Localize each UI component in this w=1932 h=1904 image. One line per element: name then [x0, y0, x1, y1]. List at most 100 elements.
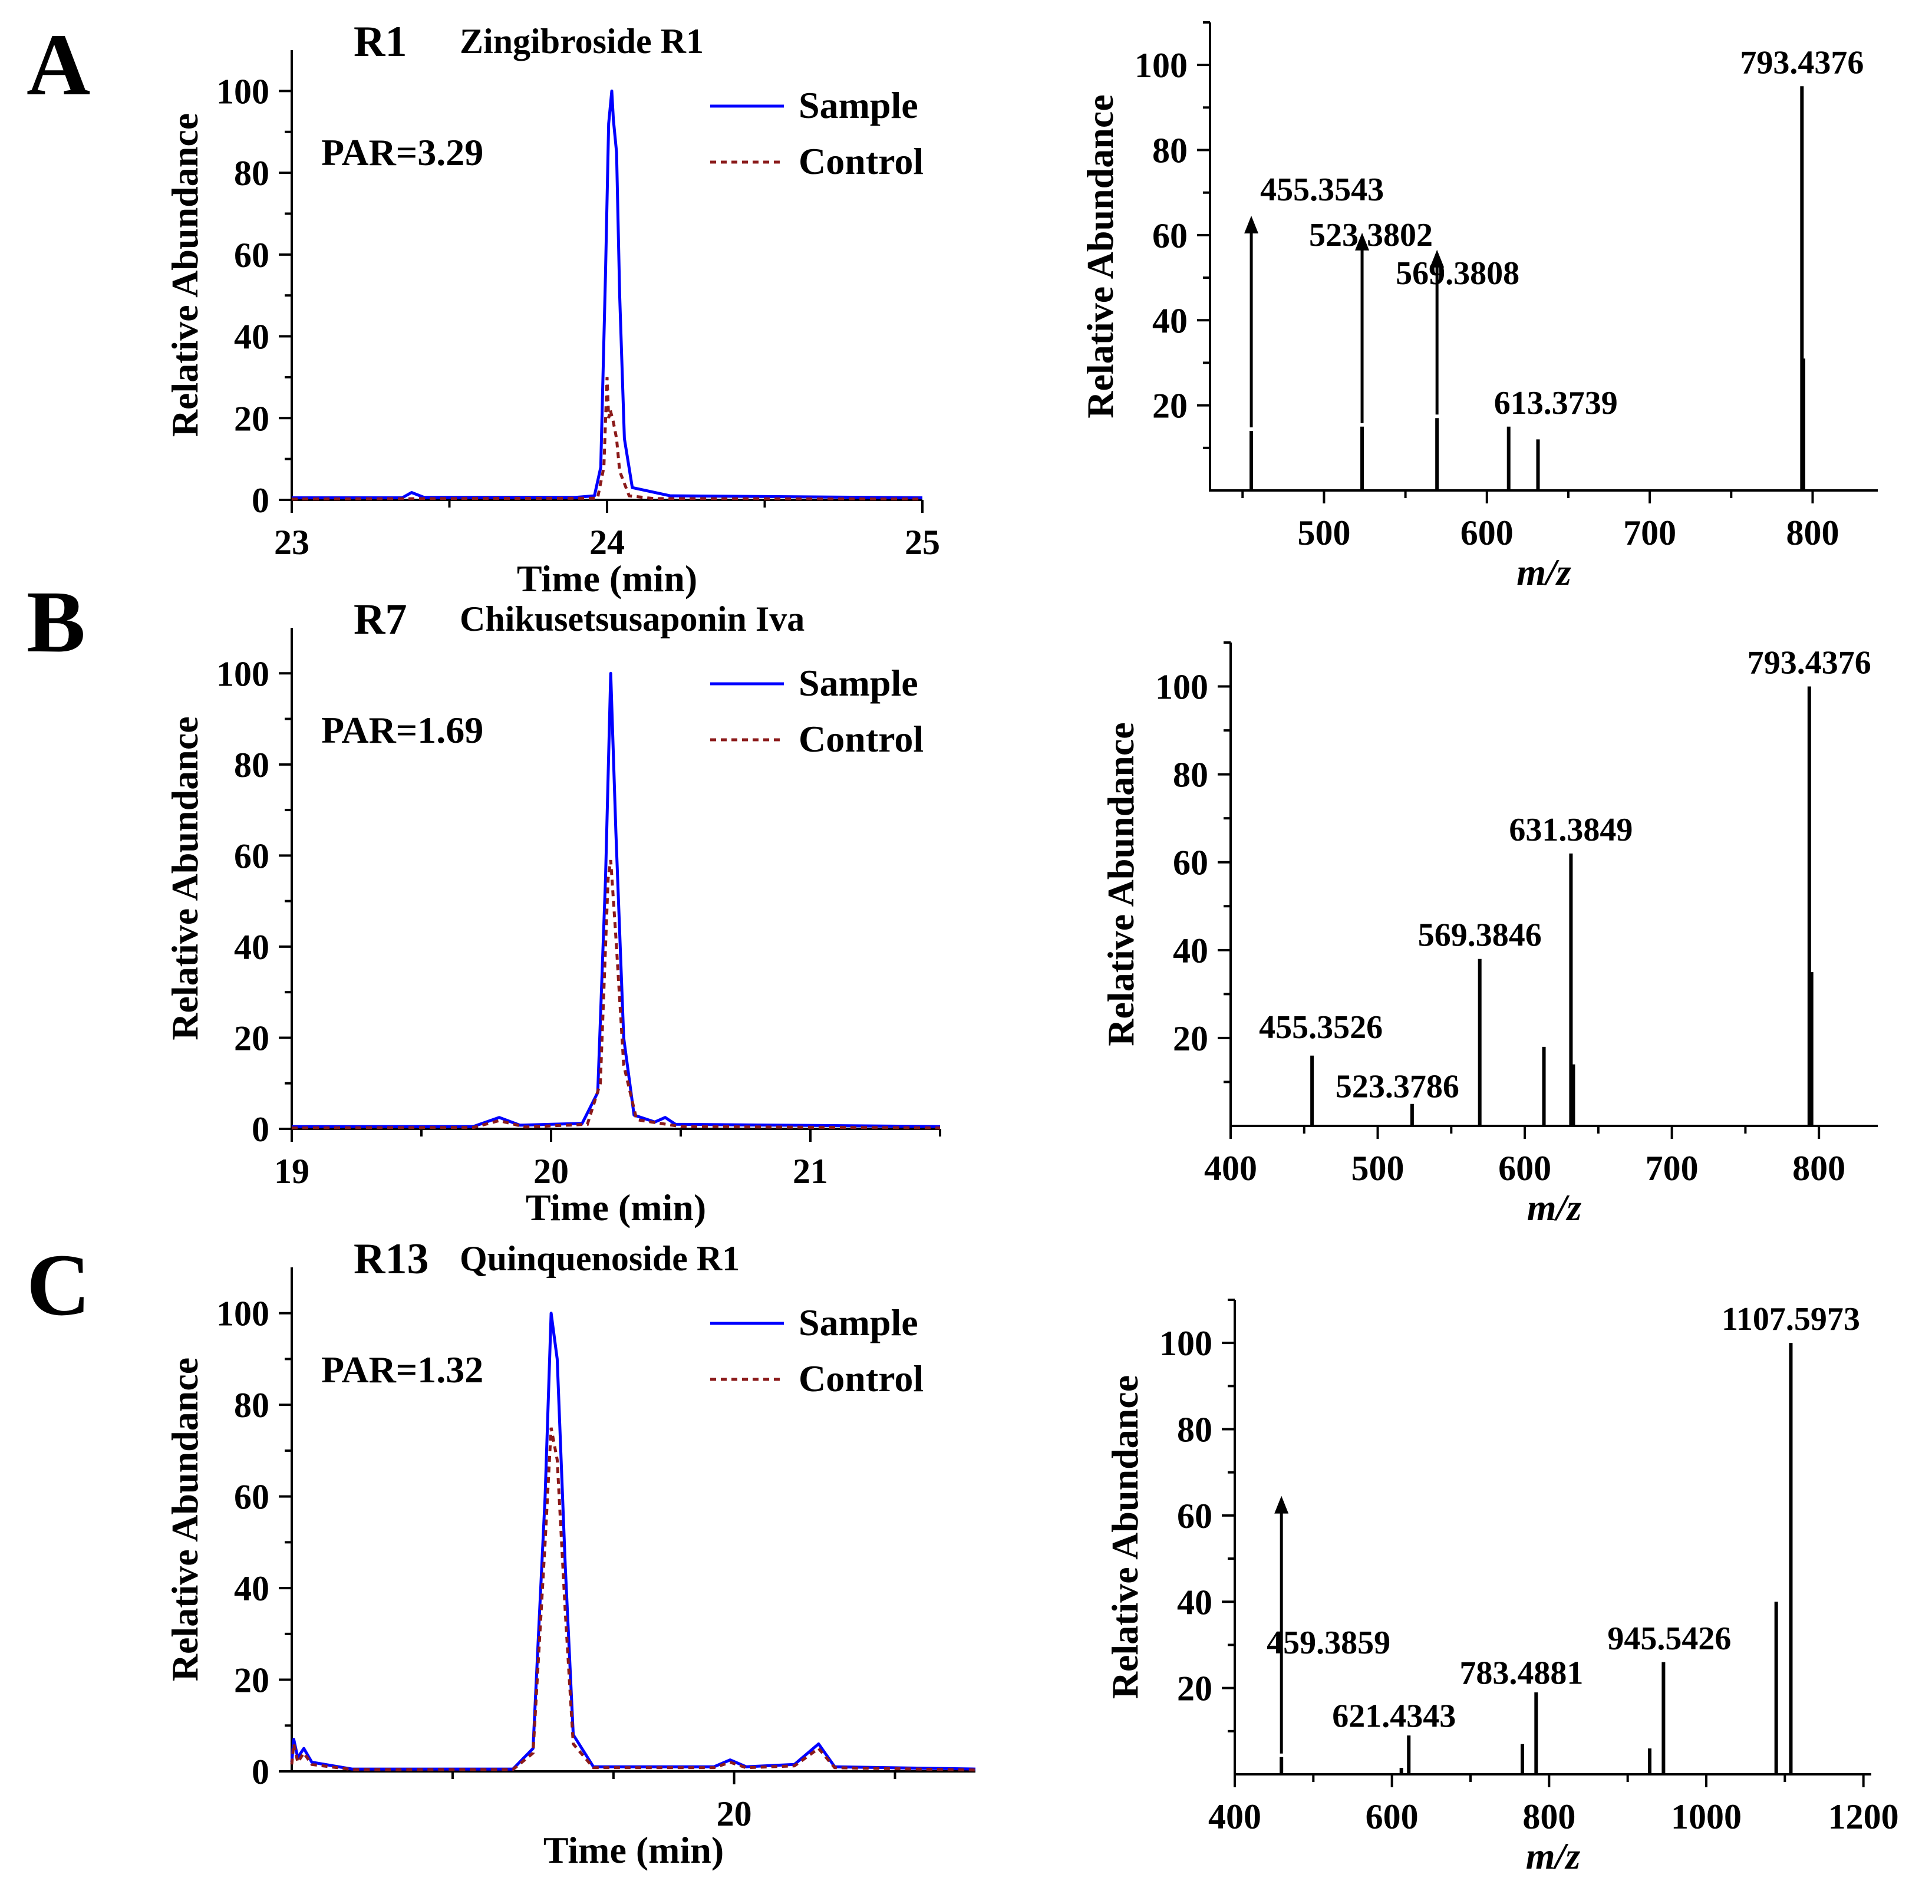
- x-tick-label: 1200: [1828, 1797, 1899, 1836]
- x-axis-label: Time (min): [517, 558, 697, 599]
- y-tick-label: 40: [1152, 301, 1188, 340]
- x-tick-label: 800: [1522, 1797, 1575, 1836]
- ms-peak-label: 455.3543: [1260, 172, 1384, 208]
- ms-peak-label: 621.4343: [1332, 1698, 1456, 1735]
- legend-sample-label: Sample: [799, 662, 918, 704]
- panel-c: C 0 20 40 60 80 100 20 Relative Abundance Time (m…: [27, 1235, 1899, 1877]
- ms-peak-label: 783.4881: [1459, 1655, 1583, 1691]
- ms-peak-label: 631.3849: [1509, 812, 1633, 848]
- ms-peak-label: 523.3802: [1309, 217, 1433, 253]
- y-tick-label: 0: [252, 1110, 269, 1149]
- x-tick-label: 19: [274, 1152, 309, 1191]
- par-value: PAR=1.69: [321, 709, 483, 751]
- y-tick-label: 60: [234, 836, 269, 875]
- chromatogram: 0 20 40 60 80 100 20 Relative Abundance Time (mi…: [164, 1235, 976, 1871]
- x-tick-label: 20: [533, 1152, 569, 1191]
- legend-control-label: Control: [799, 1358, 924, 1399]
- y-tick-label: 0: [252, 481, 269, 520]
- par-value: PAR=1.32: [321, 1349, 483, 1391]
- compound-name: Zingibroside R1: [460, 22, 704, 61]
- y-tick-label: 60: [234, 1478, 269, 1517]
- y-tick-label: 100: [1135, 46, 1188, 85]
- legend-control-label: Control: [799, 718, 924, 760]
- compound-id: R13: [354, 1235, 428, 1283]
- y-tick-label: 40: [1173, 931, 1208, 970]
- legend-control-label: Control: [799, 140, 924, 182]
- y-axis-label: Relative Abundance: [1104, 1375, 1146, 1699]
- chromatogram: 0 20 40 60 80 100 19 20 21 Relative Abundance Time…: [164, 595, 941, 1228]
- chromatogram: 0 20 40 60 80 100 23 24 25 Relative Abundance Time…: [164, 18, 940, 599]
- y-tick-label: 100: [216, 1294, 269, 1333]
- x-tick-label: 23: [274, 523, 309, 562]
- x-tick-label: 800: [1792, 1149, 1845, 1188]
- ms-peak-label: 613.3739: [1494, 385, 1618, 421]
- y-tick-label: 20: [234, 399, 269, 438]
- y-axis-label: Relative Abundance: [164, 716, 206, 1040]
- panel-a: A 0 20 40 60 80 100 23 24 25 Relative Abundance Tim…: [27, 16, 1878, 599]
- ms-peak-label: 793.4376: [1740, 44, 1864, 81]
- y-tick-label: 100: [1159, 1324, 1212, 1363]
- y-tick-label: 60: [234, 236, 269, 275]
- x-axis-label: m/z: [1516, 551, 1571, 593]
- x-tick-label: 400: [1208, 1797, 1261, 1836]
- y-tick-label: 80: [234, 1386, 269, 1425]
- y-tick-label: 60: [1173, 844, 1208, 882]
- legend-sample-label: Sample: [799, 1302, 918, 1343]
- x-tick-label: 25: [905, 523, 940, 562]
- panel-letter: C: [27, 1236, 90, 1334]
- x-tick-label: 21: [793, 1152, 828, 1191]
- x-tick-label: 500: [1297, 513, 1350, 552]
- compound-name: Quinquenoside R1: [460, 1239, 740, 1278]
- y-tick-label: 20: [234, 1661, 269, 1700]
- sample-trace: [292, 89, 923, 499]
- ms-peak-arrowhead: [1274, 1495, 1289, 1514]
- y-axis-label: Relative Abundance: [164, 1358, 206, 1681]
- par-value: PAR=3.29: [321, 131, 483, 173]
- ms-peak-label: 459.3859: [1267, 1625, 1390, 1661]
- x-axis-label: Time (min): [543, 1829, 724, 1871]
- x-tick-label: 20: [717, 1794, 752, 1833]
- panel-letter: A: [27, 16, 90, 114]
- legend-sample-label: Sample: [799, 84, 918, 126]
- y-tick-label: 80: [234, 746, 269, 785]
- x-tick-label: 600: [1460, 513, 1514, 552]
- x-axis-label: Time (min): [526, 1187, 706, 1228]
- y-tick-label: 40: [1177, 1583, 1212, 1622]
- x-tick-label: 1000: [1671, 1797, 1742, 1836]
- x-tick-label: 600: [1366, 1797, 1419, 1836]
- y-tick-label: 20: [1177, 1669, 1212, 1708]
- x-tick-label: 24: [589, 523, 625, 562]
- ms-peak-label: 569.3808: [1396, 255, 1519, 292]
- y-tick-label: 80: [1152, 131, 1188, 170]
- y-tick-label: 20: [234, 1019, 269, 1058]
- control-trace: [291, 859, 941, 1129]
- sample-trace: [292, 671, 941, 1128]
- y-axis-label: Relative Abundance: [1100, 722, 1142, 1046]
- mass-spectrum: 20 40 60 80 100 500 600 700 800 Relative Abundanc…: [1079, 21, 1878, 593]
- x-axis-label: m/z: [1527, 1187, 1582, 1228]
- x-tick-label: 700: [1646, 1149, 1699, 1188]
- ms-peak-label: 793.4376: [1748, 645, 1871, 681]
- ms-peak-label: 569.3846: [1418, 917, 1542, 954]
- panel-letter: B: [27, 573, 85, 671]
- ms-peak-arrowhead: [1355, 232, 1370, 251]
- panel-b: B 0 20 40 60 80 100 19 20 21 Relative Abundance Tim…: [27, 573, 1878, 1228]
- x-tick-label: 500: [1351, 1149, 1405, 1188]
- y-tick-label: 40: [234, 318, 269, 357]
- x-tick-label: 800: [1786, 513, 1839, 552]
- y-tick-label: 100: [1155, 668, 1208, 707]
- y-tick-label: 80: [234, 154, 269, 193]
- ms-peak-arrowhead: [1244, 216, 1259, 234]
- y-tick-label: 100: [216, 72, 269, 111]
- mass-spectrum: 20 40 60 80 100 400 600 800 1000 1200 Relative Abu…: [1104, 1299, 1899, 1877]
- x-axis-label: m/z: [1526, 1835, 1581, 1877]
- y-tick-label: 40: [234, 928, 269, 967]
- y-tick-label: 0: [252, 1753, 269, 1791]
- y-axis-label: Relative Abundance: [1079, 94, 1121, 418]
- y-tick-label: 20: [1152, 387, 1188, 426]
- y-tick-label: 20: [1173, 1019, 1208, 1058]
- mass-spectrum: 20 40 60 80 100 400 500 600 700 800 Relative Abund…: [1100, 641, 1878, 1228]
- ms-peak-arrowhead: [1430, 249, 1445, 268]
- y-tick-label: 100: [216, 654, 269, 693]
